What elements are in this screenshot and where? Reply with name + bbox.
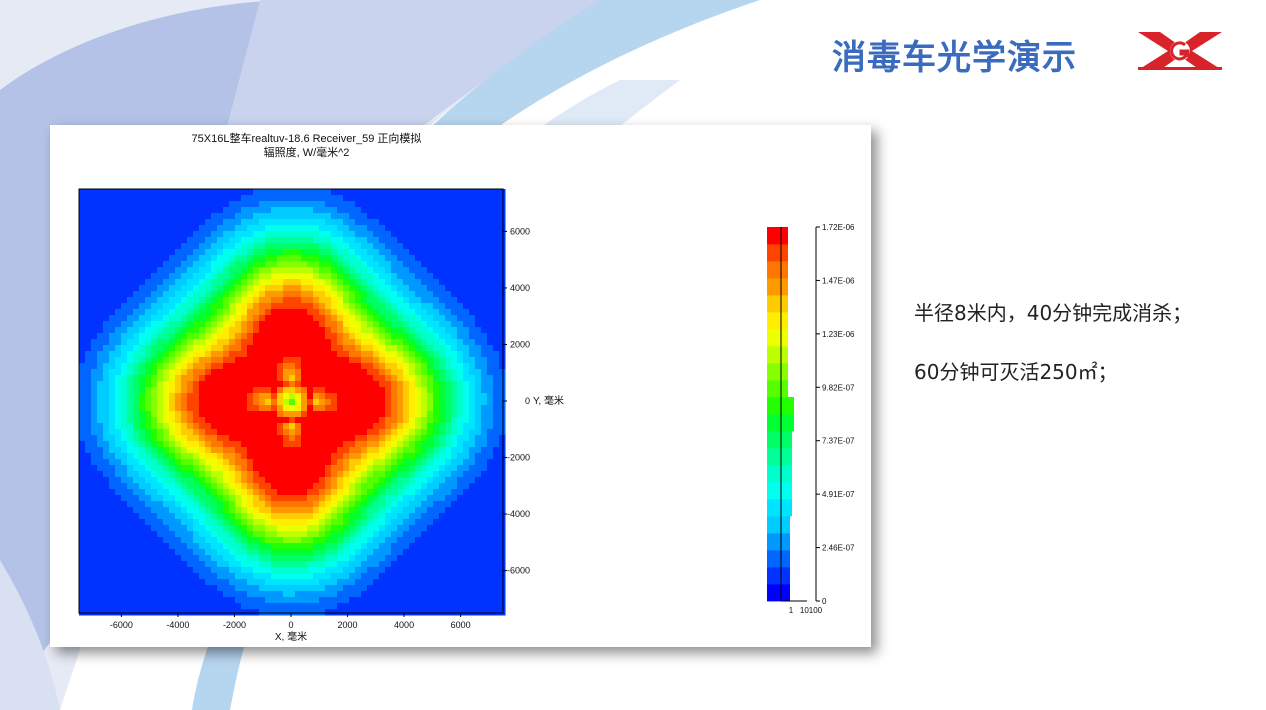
colorbar-segment (767, 533, 784, 551)
colorbar-segment (767, 550, 784, 568)
y-tick-label: -6000 (507, 566, 530, 576)
histogram-bar (784, 431, 792, 449)
irradiance-heatmap: -6000 -4000 -2000 0 2000 4000 6000 X, 毫米 6000 400… (78, 188, 855, 643)
colorbar-segment (767, 465, 784, 483)
x-tick-label: -4000 (166, 620, 189, 630)
histogram-bar (784, 533, 790, 551)
colorbar-tick-label: 9.82E-07 (822, 383, 855, 392)
x-tick-label: 0 (288, 620, 293, 630)
x-tick-label: 4000 (394, 620, 414, 630)
colorbar-tick-label: 1.72E-06 (822, 223, 855, 232)
histogram-bar (784, 516, 790, 534)
colorbar-segment (767, 329, 784, 347)
colorbar-tick-label: 1.23E-06 (822, 330, 855, 339)
histogram-bar (784, 278, 788, 296)
histogram-bar (784, 363, 788, 381)
colorbar-segment (767, 261, 784, 279)
y-tick-label: 2000 (510, 339, 530, 349)
colorbar-segment (767, 278, 784, 296)
y-tick-label: -4000 (507, 509, 530, 519)
colorbar-segment (767, 227, 784, 245)
histogram-bar (784, 312, 788, 330)
histogram-bar (784, 346, 788, 364)
colorbar-segment (767, 346, 784, 364)
colorbar-segment (767, 584, 784, 602)
colorbar-segment (767, 363, 784, 381)
colorbar-segment (767, 414, 784, 432)
histogram-bar (784, 295, 788, 313)
histogram-bar (784, 414, 794, 432)
colorbar-segment (767, 567, 784, 585)
x-axis-label: X, 毫米 (275, 630, 307, 643)
colorbar-tick-label: 2.46E-07 (822, 544, 855, 553)
x-tick-label: -2000 (223, 620, 246, 630)
y-tick-label: -2000 (507, 453, 530, 463)
histogram-bar (784, 499, 792, 517)
simulation-chart-panel: 75X16L整车realtuv-18.6 Receiver_59 正向模拟 辐照… (50, 125, 871, 647)
histogram-bar (784, 244, 788, 262)
x-tick-label: -6000 (110, 620, 133, 630)
y-tick-label: 6000 (510, 226, 530, 236)
note-line-1: 半径8米内，40分钟完成消杀； (914, 301, 1193, 325)
x-tick-label: 2000 (338, 620, 358, 630)
histogram-bar (784, 261, 788, 279)
y-tick-label: 4000 (510, 283, 530, 293)
colorbar-segment (767, 295, 784, 313)
histogram-bar (784, 465, 792, 483)
histogram-bar (784, 567, 790, 585)
chart-title: 75X16L整车realtuv-18.6 Receiver_59 正向模拟 (191, 133, 422, 145)
colorbar-segment (767, 312, 784, 330)
company-logo-icon (1138, 32, 1222, 70)
colorbar-segment (767, 244, 784, 262)
y-axis-label: Y, 毫米 (533, 394, 564, 407)
histogram-bar (784, 380, 788, 398)
colorbar-tick-label: 4.91E-07 (822, 490, 855, 499)
slide-title: 消毒车光学演示 (832, 38, 1077, 78)
note-line-2: 60分钟可灭活250㎡； (914, 360, 1118, 384)
colorbar-segment (767, 482, 784, 500)
chart-subtitle: 辐照度, W/毫米^2 (263, 147, 350, 159)
colorbar-segment (767, 448, 784, 466)
colorbar-tick-label: 7.37E-07 (822, 437, 855, 446)
colorbar-segment (767, 499, 784, 517)
histogram-bar (784, 584, 790, 602)
histogram-bar (784, 329, 788, 347)
histogram-axis-label: 1 (789, 606, 794, 615)
x-tick-label: 6000 (451, 620, 471, 630)
histogram-bar (784, 482, 792, 500)
colorbar-segment (767, 516, 784, 534)
y-tick-label: 0 (525, 396, 530, 406)
histogram-bar (784, 227, 788, 245)
histogram-axis-label: 10100 (800, 606, 823, 615)
colorbar-tick-label: 0 (822, 597, 827, 606)
histogram-bar (784, 448, 792, 466)
colorbar-tick-label: 1.47E-06 (822, 276, 855, 285)
colorbar-segment (767, 397, 784, 415)
colorbar-segment (767, 380, 784, 398)
colorbar-segment (767, 431, 784, 449)
histogram-bar (784, 397, 794, 415)
histogram-bar (784, 550, 790, 568)
